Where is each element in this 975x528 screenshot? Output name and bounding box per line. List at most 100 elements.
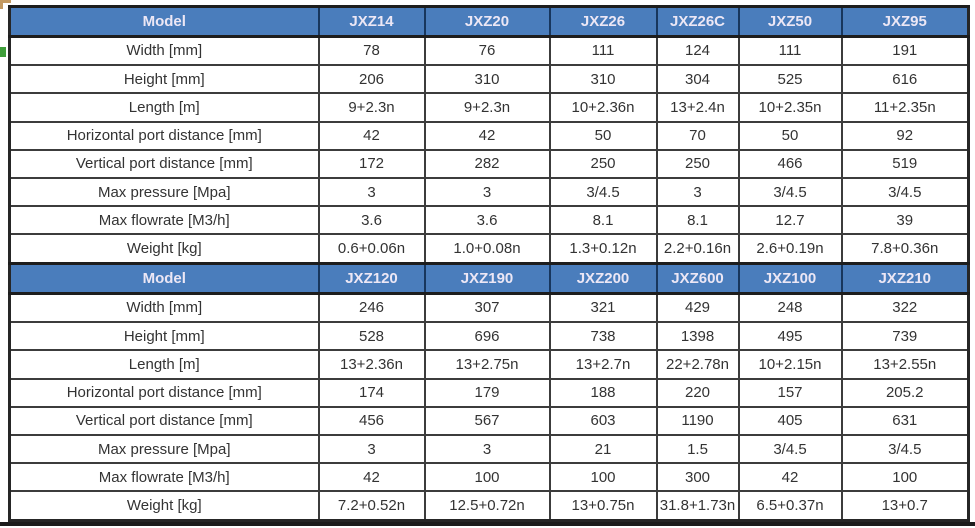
value-cell: 100 [548,462,658,493]
model-name-cell: JXZ26C [655,5,740,38]
value-cell: 3 [423,433,551,465]
value-cell: 3.6 [423,205,551,236]
model-name-cell: JXZ50 [737,5,843,38]
spec-table: Model JXZ14 JXZ20 JXZ26 JXZ26C JXZ50 JXZ95 Widt… [8,5,970,522]
value-cell: 248 [737,292,843,324]
table-row: Max flowrate [M3/h] 42 100 100 300 42 100 [8,462,970,493]
model-header-row: Model JXZ120 JXZ190 JXZ200 JXZ600 JXZ100 JXZ21… [8,261,970,295]
value-cell: 7.8+0.36n [840,233,970,265]
value-cell: 1190 [655,405,740,436]
value-cell: 50 [548,120,658,151]
row-label: Weight [kg] [8,490,320,522]
value-cell: 1398 [655,321,740,352]
value-cell: 205.2 [840,377,970,408]
row-label: Length [m] [8,92,320,123]
table-row: Vertical port distance [mm] 172 282 250 250 4… [8,148,970,180]
value-cell: 3/4.5 [548,177,658,208]
table-row: Horizontal port distance [mm] 174 179 188 22… [8,377,970,408]
value-cell: 738 [548,321,658,352]
row-label: Max pressure [Mpa] [8,177,320,208]
value-cell: 13+2.4n [655,92,740,123]
value-cell: 206 [317,64,426,95]
value-cell: 456 [317,405,426,436]
row-label: Horizontal port distance [mm] [8,377,320,408]
page-corner-mark [0,0,11,9]
value-cell: 22+2.78n [655,349,740,380]
value-cell: 42 [423,120,551,151]
value-cell: 616 [840,64,970,95]
value-cell: 12.7 [737,205,843,236]
value-cell: 13+2.36n [317,349,426,380]
left-edge-green-mark [0,47,6,57]
table-row: Max flowrate [M3/h] 3.6 3.6 8.1 8.1 12.7 39 [8,205,970,236]
row-label: Vertical port distance [mm] [8,148,320,180]
row-label: Max flowrate [M3/h] [8,205,320,236]
value-cell: 2.2+0.16n [655,233,740,265]
value-cell: 70 [655,120,740,151]
model-name-cell: JXZ200 [548,261,658,295]
value-cell: 310 [423,64,551,95]
row-label: Height [mm] [8,64,320,95]
value-cell: 13+0.75n [548,490,658,522]
value-cell: 528 [317,321,426,352]
value-cell: 321 [548,292,658,324]
value-cell: 495 [737,321,843,352]
value-cell: 0.6+0.06n [317,233,426,265]
value-cell: 1.3+0.12n [548,233,658,265]
value-cell: 3 [317,177,426,208]
value-cell: 3 [423,177,551,208]
value-cell: 2.6+0.19n [737,233,843,265]
value-cell: 8.1 [655,205,740,236]
value-cell: 191 [840,35,970,67]
row-label: Weight [kg] [8,233,320,265]
table-row: Weight [kg] 0.6+0.06n 1.0+0.08n 1.3+0.12n 2.… [8,233,970,265]
value-cell: 567 [423,405,551,436]
model-name-cell: JXZ190 [423,261,551,295]
value-cell: 282 [423,148,551,180]
value-cell: 100 [840,462,970,493]
row-label: Length [m] [8,349,320,380]
value-cell: 42 [317,120,426,151]
table-row: Height [mm] 206 310 310 304 525 616 [8,64,970,95]
row-label: Width [mm] [8,292,320,324]
value-cell: 8.1 [548,205,658,236]
value-cell: 9+2.3n [317,92,426,123]
table-row: Length [m] 13+2.36n 13+2.75n 13+2.7n 22+2.78… [8,349,970,380]
value-cell: 220 [655,377,740,408]
value-cell: 188 [548,377,658,408]
value-cell: 124 [655,35,740,67]
value-cell: 111 [737,35,843,67]
value-cell: 466 [737,148,843,180]
table-row: Length [m] 9+2.3n 9+2.3n 10+2.36n 13+2.4n 10+… [8,92,970,123]
value-cell: 111 [548,35,658,67]
value-cell: 10+2.15n [737,349,843,380]
value-cell: 78 [317,35,426,67]
table-row: Max pressure [Mpa] 3 3 3/4.5 3 3/4.5 3/4.5 [8,177,970,208]
table-row: Max pressure [Mpa] 3 3 21 1.5 3/4.5 3/4.5 [8,433,970,465]
model-name-cell: JXZ95 [840,5,970,38]
model-header-row: Model JXZ14 JXZ20 JXZ26 JXZ26C JXZ50 JXZ95 [8,5,970,38]
value-cell: 157 [737,377,843,408]
value-cell: 13+0.7 [840,490,970,522]
value-cell: 50 [737,120,843,151]
value-cell: 76 [423,35,551,67]
value-cell: 9+2.3n [423,92,551,123]
value-cell: 172 [317,148,426,180]
value-cell: 3.6 [317,205,426,236]
value-cell: 31.8+1.73n [655,490,740,522]
table-row: Vertical port distance [mm] 456 567 603 1190… [8,405,970,436]
value-cell: 11+2.35n [840,92,970,123]
value-cell: 525 [737,64,843,95]
value-cell: 92 [840,120,970,151]
value-cell: 3/4.5 [737,177,843,208]
value-cell: 307 [423,292,551,324]
value-cell: 10+2.35n [737,92,843,123]
row-label: Horizontal port distance [mm] [8,120,320,151]
value-cell: 739 [840,321,970,352]
value-cell: 42 [317,462,426,493]
row-label: Width [mm] [8,35,320,67]
value-cell: 12.5+0.72n [423,490,551,522]
model-name-cell: JXZ20 [423,5,551,38]
model-name-cell: JXZ100 [737,261,843,295]
value-cell: 631 [840,405,970,436]
